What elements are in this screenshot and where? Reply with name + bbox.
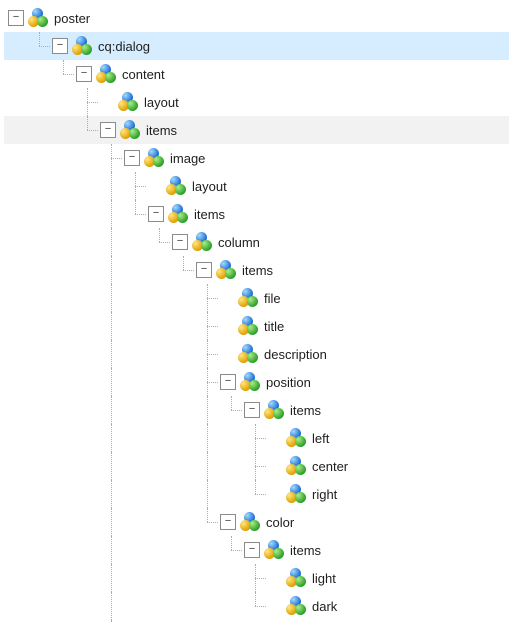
node-icon <box>240 372 260 392</box>
tree-row[interactable]: − items <box>4 536 509 564</box>
collapse-toggle[interactable]: − <box>100 122 116 138</box>
tree-node-label: items <box>144 123 177 138</box>
node-icon <box>286 484 306 504</box>
tree-row[interactable]: − items <box>4 200 509 228</box>
node-icon <box>192 232 212 252</box>
node-icon <box>118 92 138 112</box>
collapse-toggle[interactable]: − <box>124 150 140 166</box>
collapse-toggle[interactable]: − <box>244 542 260 558</box>
tree-node-label: image <box>168 151 205 166</box>
tree-node-label: light <box>310 571 336 586</box>
collapse-toggle[interactable]: − <box>172 234 188 250</box>
node-icon <box>144 148 164 168</box>
collapse-toggle[interactable]: − <box>220 374 236 390</box>
node-icon <box>286 456 306 476</box>
node-icon <box>264 540 284 560</box>
node-icon <box>286 568 306 588</box>
node-icon <box>96 64 116 84</box>
collapse-toggle[interactable]: − <box>220 514 236 530</box>
node-icon <box>120 120 140 140</box>
tree-row[interactable]: title <box>4 312 509 340</box>
tree-node-label: position <box>264 375 311 390</box>
tree-node-label: left <box>310 431 329 446</box>
tree-node-label: color <box>264 515 294 530</box>
tree-node-label: dark <box>310 599 337 614</box>
collapse-toggle[interactable]: − <box>76 66 92 82</box>
node-icon <box>286 596 306 616</box>
tree-node-label: layout <box>190 179 227 194</box>
tree-row[interactable]: dark <box>4 592 509 620</box>
tree-row[interactable]: layout <box>4 172 509 200</box>
node-icon <box>238 344 258 364</box>
tree-node-label: items <box>192 207 225 222</box>
tree-row[interactable]: − color <box>4 508 509 536</box>
node-icon <box>166 176 186 196</box>
tree-node-label: description <box>262 347 327 362</box>
tree-node-label: poster <box>52 11 90 26</box>
tree-row[interactable]: − position <box>4 368 509 396</box>
collapse-toggle[interactable]: − <box>196 262 212 278</box>
collapse-toggle[interactable]: − <box>8 10 24 26</box>
tree-node-label: file <box>262 291 281 306</box>
collapse-toggle[interactable]: − <box>148 206 164 222</box>
tree-row[interactable]: − image <box>4 144 509 172</box>
tree-row[interactable]: − content <box>4 60 509 88</box>
node-icon <box>168 204 188 224</box>
tree-row[interactable]: right <box>4 480 509 508</box>
tree-node-label: cq:dialog <box>96 39 150 54</box>
tree-node-label: right <box>310 487 337 502</box>
node-icon <box>216 260 236 280</box>
node-icon <box>72 36 92 56</box>
tree-row[interactable]: − items <box>4 256 509 284</box>
tree-node-label: title <box>262 319 284 334</box>
tree-node-label: items <box>288 543 321 558</box>
collapse-toggle[interactable]: − <box>52 38 68 54</box>
tree-row[interactable]: − items <box>4 396 509 424</box>
tree-node-label: items <box>288 403 321 418</box>
tree-row[interactable]: layout <box>4 88 509 116</box>
tree-row[interactable]: light <box>4 564 509 592</box>
node-icon <box>238 288 258 308</box>
node-icon <box>264 400 284 420</box>
tree-row[interactable]: left <box>4 424 509 452</box>
tree-row[interactable]: − poster <box>4 4 509 32</box>
node-icon <box>238 316 258 336</box>
tree-node-label: content <box>120 67 165 82</box>
tree-node-label: column <box>216 235 260 250</box>
tree-row[interactable]: − cq:dialog <box>4 32 509 60</box>
node-icon <box>28 8 48 28</box>
tree-row[interactable]: file <box>4 284 509 312</box>
tree-row[interactable]: − column <box>4 228 509 256</box>
tree-root: −poster−cq:dialog−contentlayout−items−im… <box>0 0 509 623</box>
node-icon <box>286 428 306 448</box>
node-icon <box>240 512 260 532</box>
tree-row[interactable]: − items <box>4 116 509 144</box>
collapse-toggle[interactable]: − <box>244 402 260 418</box>
tree-node-label: layout <box>142 95 179 110</box>
tree-node-label: center <box>310 459 348 474</box>
tree-row[interactable]: description <box>4 340 509 368</box>
tree-node-label: items <box>240 263 273 278</box>
tree-row[interactable]: center <box>4 452 509 480</box>
